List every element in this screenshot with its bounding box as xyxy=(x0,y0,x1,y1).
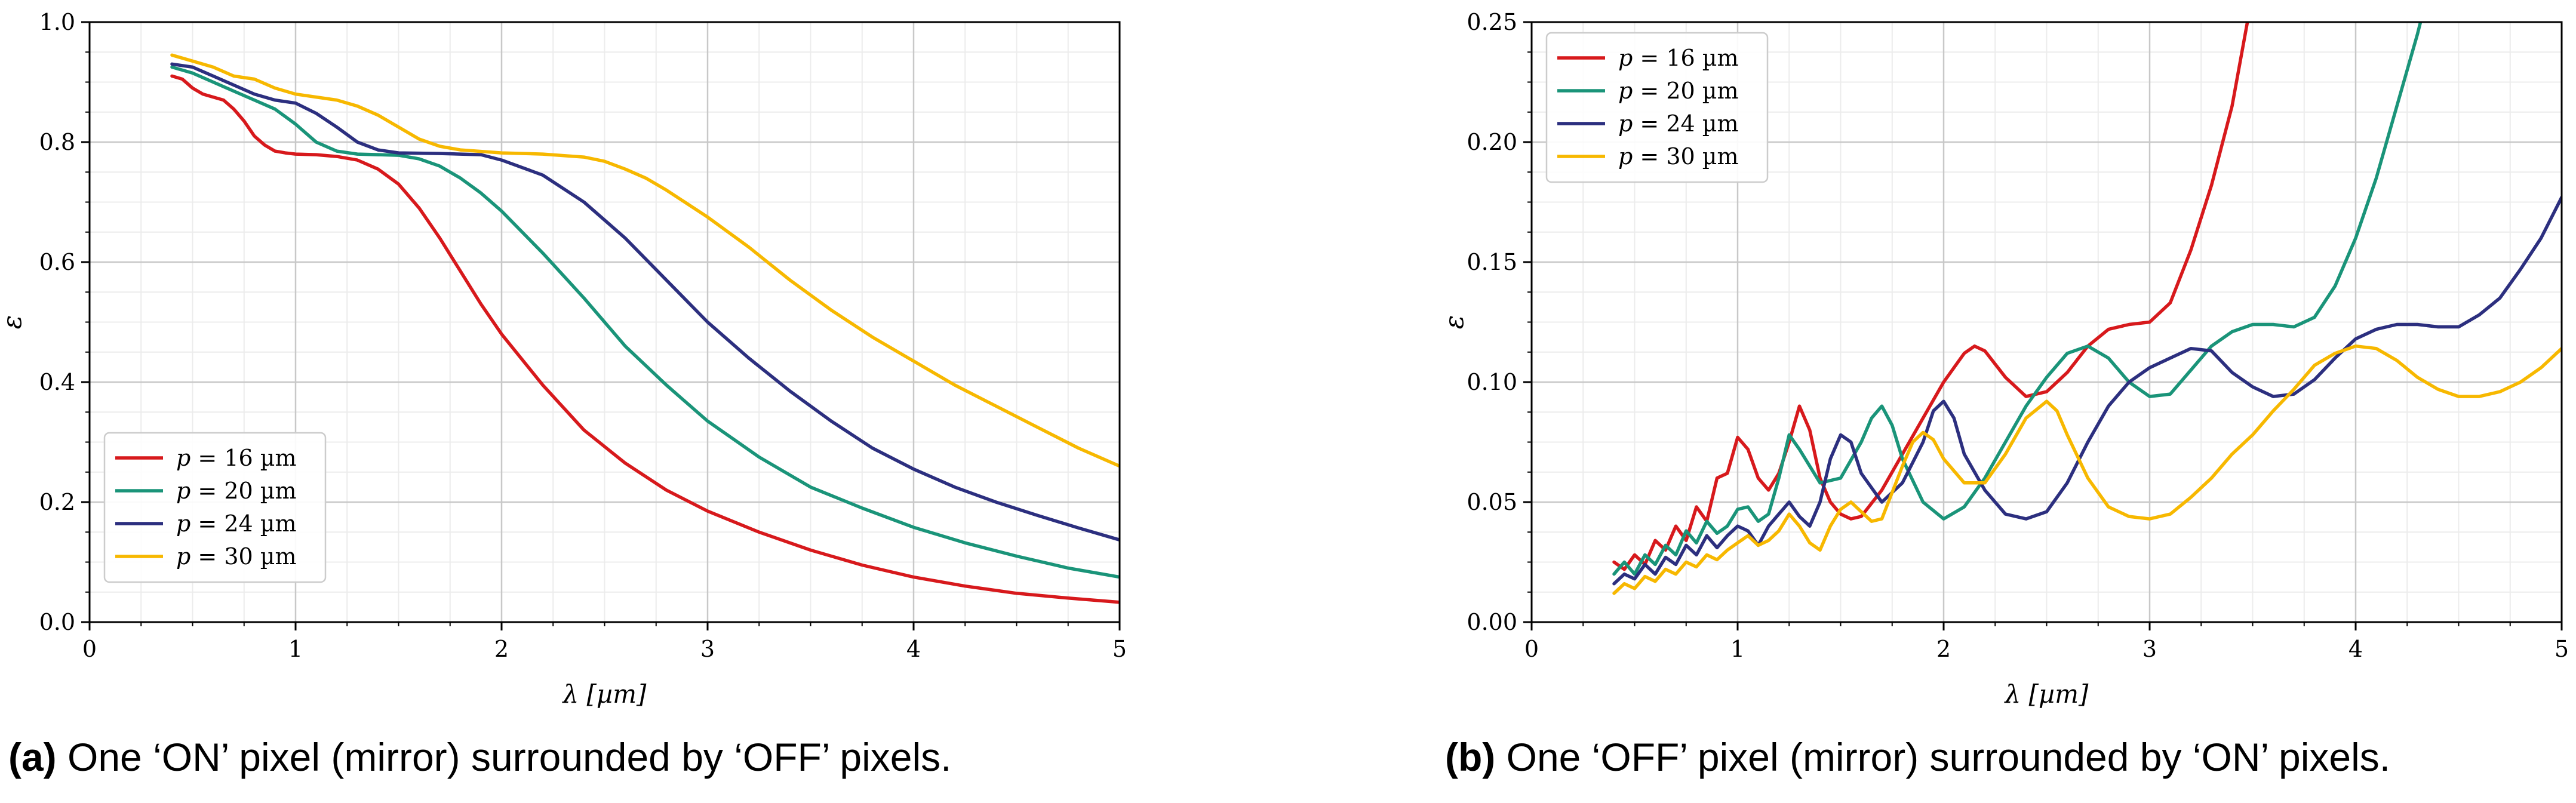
series-line-24 xyxy=(1612,195,2562,586)
series-line-30 xyxy=(1612,344,2562,595)
caption-a: (a) One ‘ON’ pixel (mirror) surrounded b… xyxy=(8,735,952,779)
legend: p = 16 µm p = 20 µm p = 24 µm p = 30 µm xyxy=(103,432,327,583)
x-tick-label: 1 xyxy=(288,636,303,662)
legend-label-16: p = 16 µm xyxy=(176,445,297,471)
x-tick-label: 5 xyxy=(2555,636,2569,662)
y-axis-label: ε xyxy=(0,315,27,330)
x-tick-label: 3 xyxy=(2142,636,2157,662)
x-tick-label: 0 xyxy=(1524,636,1539,662)
y-tick-label: 0.15 xyxy=(1467,249,1517,275)
y-tick-label: 1.0 xyxy=(39,9,75,35)
y-tick-label: 0.10 xyxy=(1467,369,1517,395)
chart-panel-a: 0 1 2 3 4 5 0.0 0.2 0.4 0.6 0.8 1.0 λ [µm] ε p = 16 µm… xyxy=(0,9,1127,709)
legend-box xyxy=(1545,32,1769,183)
legend-label-20: p = 20 µm xyxy=(176,478,297,504)
series-line-24 xyxy=(170,62,1120,542)
x-tick-label: 1 xyxy=(1730,636,1745,662)
series-line-30 xyxy=(170,53,1120,468)
x-tick-label: 0 xyxy=(82,636,97,662)
x-tick-label: 4 xyxy=(906,636,921,662)
legend-label-24: p = 24 µm xyxy=(1618,110,1739,137)
series-line-20 xyxy=(1612,22,2423,576)
caption-b: (b) One ‘OFF’ pixel (mirror) surrounded … xyxy=(1445,735,2391,779)
legend-label-16: p = 16 µm xyxy=(1618,45,1739,71)
series-line-16 xyxy=(170,74,1120,604)
x-tick-label: 4 xyxy=(2348,636,2363,662)
x-axis-label: λ [µm] xyxy=(2004,679,2089,709)
y-tick-label: 0.20 xyxy=(1467,129,1517,155)
y-tick-label: 0.2 xyxy=(39,489,75,515)
y-axis-label: ε xyxy=(1439,315,1470,330)
series-line-16 xyxy=(1612,22,2249,571)
y-tick-label: 0.05 xyxy=(1467,489,1517,515)
y-tick-label: 0.4 xyxy=(39,369,75,395)
legend-label-30: p = 30 µm xyxy=(176,543,297,570)
y-tick-label: 0.00 xyxy=(1467,609,1517,635)
legend-label-24: p = 24 µm xyxy=(176,510,297,537)
y-tick-label: 0.25 xyxy=(1467,9,1517,35)
x-axis-label: λ [µm] xyxy=(562,679,647,709)
series-line-20 xyxy=(170,65,1120,579)
legend-box xyxy=(103,432,327,583)
chart-panel-b: 0 1 2 3 4 5 0.00 0.05 0.10 0.15 0.20 0.25 λ [µm] ε p =… xyxy=(1439,9,2569,709)
legend: p = 16 µm p = 20 µm p = 24 µm p = 30 µm xyxy=(1545,32,1769,183)
legend-label-20: p = 20 µm xyxy=(1618,78,1739,104)
y-tick-label: 0.8 xyxy=(39,129,75,155)
x-tick-label: 2 xyxy=(1936,636,1951,662)
y-tick-label: 0.6 xyxy=(39,249,75,275)
x-tick-label: 5 xyxy=(1112,636,1127,662)
y-tick-label: 0.0 xyxy=(39,609,75,635)
x-tick-label: 3 xyxy=(700,636,715,662)
x-tick-label: 2 xyxy=(494,636,509,662)
legend-label-30: p = 30 µm xyxy=(1618,143,1739,170)
